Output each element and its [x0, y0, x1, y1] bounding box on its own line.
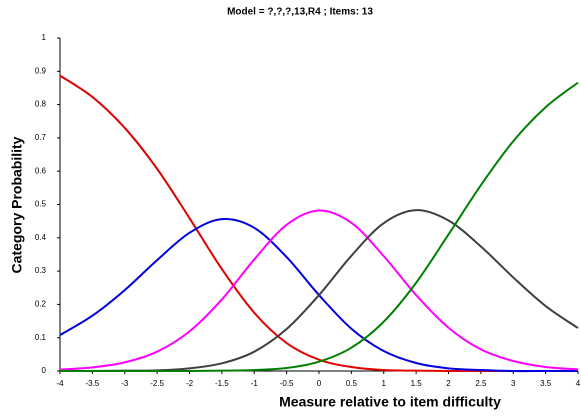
y-tick-label: 0.1 [35, 333, 47, 342]
x-tick-label: -3 [121, 379, 129, 388]
y-tick-label: 0.2 [35, 300, 47, 309]
x-axis-label: Measure relative to item difficulty [279, 394, 501, 410]
x-tick-label: 3.5 [540, 379, 552, 388]
y-tick-label: 0.8 [35, 100, 47, 109]
y-tick-label: 1 [42, 33, 47, 42]
category-curve [59, 209, 579, 371]
y-tick-label: 0.6 [35, 166, 47, 175]
x-tick-label: -2.5 [150, 379, 164, 388]
x-tick-label: -1.5 [215, 379, 229, 388]
x-tick-label: 2 [446, 379, 451, 388]
x-tick-label: -3.5 [85, 379, 99, 388]
x-tick-label: -1 [251, 379, 259, 388]
x-tick-label: -4 [56, 379, 64, 388]
category-curve [59, 81, 579, 373]
x-tick-label: -2 [186, 379, 194, 388]
y-tick-label: 0.5 [35, 200, 47, 209]
y-tick-label: 0.4 [35, 233, 47, 242]
x-tick-label: -0.5 [280, 379, 294, 388]
y-tick-label: 0 [42, 366, 47, 375]
x-tick-label: 3 [511, 379, 516, 388]
y-tick-label: 0.3 [35, 266, 47, 275]
x-tick-label: 1.5 [411, 379, 423, 388]
x-tick-label: 4 [576, 379, 581, 388]
x-tick-label: 0.5 [346, 379, 358, 388]
x-tick-label: 0 [317, 379, 322, 388]
y-axis-label: Category Probability [9, 136, 25, 273]
x-tick-label: 2.5 [475, 379, 487, 388]
category-curve [59, 74, 578, 373]
y-tick-label: 0.7 [35, 133, 47, 142]
chart-title: Model = ?,?,?,13,R4 ; Items: 13 [227, 7, 373, 18]
y-tick-label: 0.9 [35, 66, 47, 75]
category-curve [59, 209, 579, 373]
x-tick-label: 1 [382, 379, 387, 388]
